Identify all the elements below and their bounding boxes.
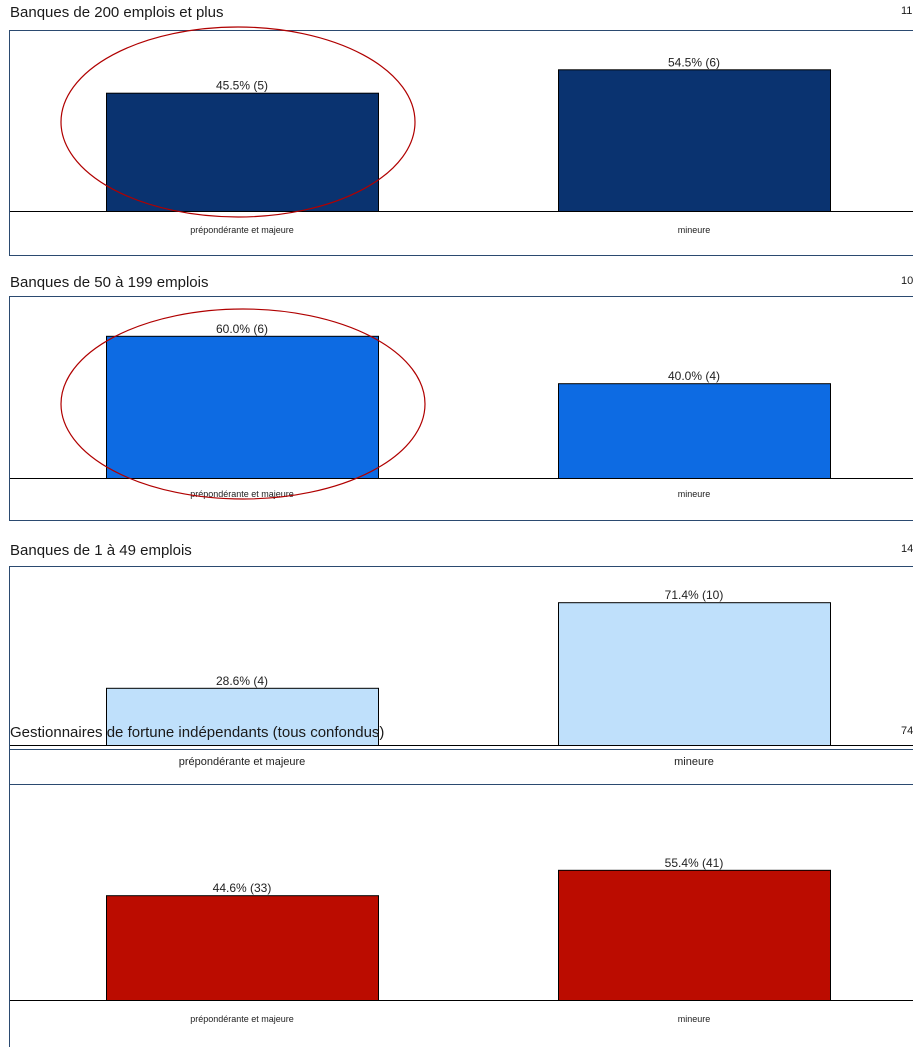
chart-count: 10 bbox=[901, 275, 913, 287]
chart-title: Banques de 1 à 49 emplois bbox=[10, 542, 192, 559]
bar-chart-svg: 60.0% (6) prépondérante et majeure 40.0% (… bbox=[9, 296, 913, 521]
bar-mineure bbox=[558, 383, 831, 479]
category-label: mineure bbox=[674, 756, 714, 768]
chart-count: 14 bbox=[901, 543, 913, 555]
plot-frame bbox=[9, 296, 913, 521]
bar-chart-svg: 28.6% (4) prépondérante et majeure 71.4% (… bbox=[9, 566, 913, 785]
chart-title: Banques de 50 à 199 emplois bbox=[10, 274, 209, 291]
bar-value-label: 71.4% (10) bbox=[665, 588, 724, 602]
highlight-ellipse bbox=[60, 308, 426, 500]
bar-value-label: 45.5% (5) bbox=[216, 79, 268, 93]
bar-value-label: 60.0% (6) bbox=[216, 322, 268, 336]
bar-value-label: 55.4% (41) bbox=[665, 856, 724, 870]
bar-value-label: 40.0% (4) bbox=[668, 369, 720, 383]
chart-panel-0: 45.5% (5) prépondérante et majeure 54.5% (… bbox=[0, 4, 913, 256]
chart-count: 74 bbox=[901, 725, 913, 737]
category-label: prépondérante et majeure bbox=[190, 489, 294, 499]
plot-frame bbox=[9, 30, 913, 256]
bar-mineure bbox=[558, 869, 831, 1001]
chart-panel-1: 60.0% (6) prépondérante et majeure 40.0% (… bbox=[0, 274, 913, 524]
plot-frame bbox=[9, 566, 913, 785]
chart-count: 11 bbox=[901, 5, 913, 17]
chart-title: Gestionnaires de fortune indépendants (t… bbox=[10, 724, 385, 741]
bar-chart-svg: 45.5% (5) prépondérante et majeure 54.5% (… bbox=[9, 26, 913, 256]
bar-value-label: 54.5% (6) bbox=[668, 55, 720, 69]
bar-preponderante-majeure bbox=[106, 92, 379, 212]
bar-value-label: 28.6% (4) bbox=[216, 674, 268, 688]
chart-title: Banques de 200 emplois et plus bbox=[10, 4, 224, 21]
category-label: prépondérante et majeure bbox=[179, 756, 306, 768]
category-label: mineure bbox=[678, 225, 711, 235]
bar-mineure bbox=[558, 69, 831, 212]
category-label: prépondérante et majeure bbox=[190, 225, 294, 235]
bar-value-label: 44.6% (33) bbox=[213, 881, 272, 895]
highlight-ellipse bbox=[60, 26, 416, 218]
chart-panel-2: 28.6% (4) prépondérante et majeure 71.4% (… bbox=[0, 542, 913, 786]
bar-mineure bbox=[558, 602, 831, 747]
category-label: prépondérante et majeure bbox=[190, 1014, 294, 1024]
bar-preponderante-majeure bbox=[106, 687, 379, 747]
plot-frame bbox=[9, 749, 913, 1047]
category-label: mineure bbox=[678, 489, 711, 499]
bar-preponderante-majeure bbox=[106, 895, 379, 1001]
bar-chart-svg: 44.6% (33) prépondérante et majeure 55.4% … bbox=[9, 749, 913, 1047]
chart-panel-3: 44.6% (33) prépondérante et majeure 55.4% … bbox=[0, 724, 913, 1047]
category-label: mineure bbox=[678, 1014, 711, 1024]
bar-preponderante-majeure bbox=[106, 335, 379, 479]
